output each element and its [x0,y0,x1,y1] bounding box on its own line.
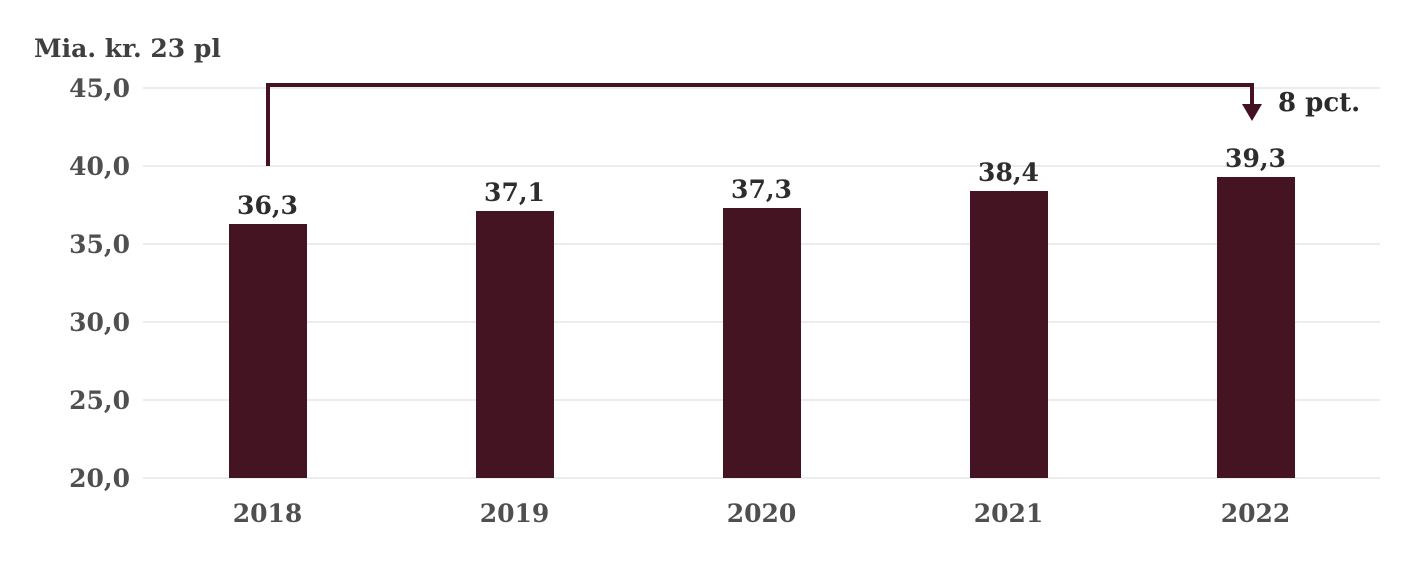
gridline [143,477,1380,479]
bar-value-label: 39,3 [1225,143,1286,173]
chart-title: Mia. kr. 23 pl [34,34,221,63]
y-axis-tick-label: 20,0 [69,464,130,493]
gridline [143,165,1380,167]
bar-2021 [969,190,1048,478]
y-axis-tick-label: 35,0 [69,230,130,259]
bar-value-label: 37,1 [484,178,545,208]
bar-2022 [1216,176,1295,478]
arrow-right-vertical [1250,83,1254,106]
y-axis-tick-label: 30,0 [69,308,130,337]
bar-2020 [722,208,801,478]
bar-value-label: 37,3 [731,175,792,205]
x-axis-tick-label: 2018 [232,499,303,528]
x-axis-tick-label: 2020 [726,499,797,528]
bar-2018 [228,223,307,478]
y-axis-tick-label: 25,0 [69,386,130,415]
bar-2019 [475,211,554,478]
y-axis-tick-label: 45,0 [69,74,130,103]
y-axis-tick-label: 40,0 [69,152,130,181]
arrow-left-vertical [265,83,270,166]
arrow-horizontal [265,83,1254,87]
arrow-head-icon [1242,104,1262,121]
x-axis-tick-label: 2022 [1220,499,1291,528]
bar-value-label: 36,3 [237,190,298,220]
x-axis-tick-label: 2021 [973,499,1044,528]
x-axis-tick-label: 2019 [479,499,550,528]
arrow-percentage-label: 8 pct. [1278,88,1361,118]
bar-value-label: 38,4 [978,157,1039,187]
gridline [143,87,1380,89]
